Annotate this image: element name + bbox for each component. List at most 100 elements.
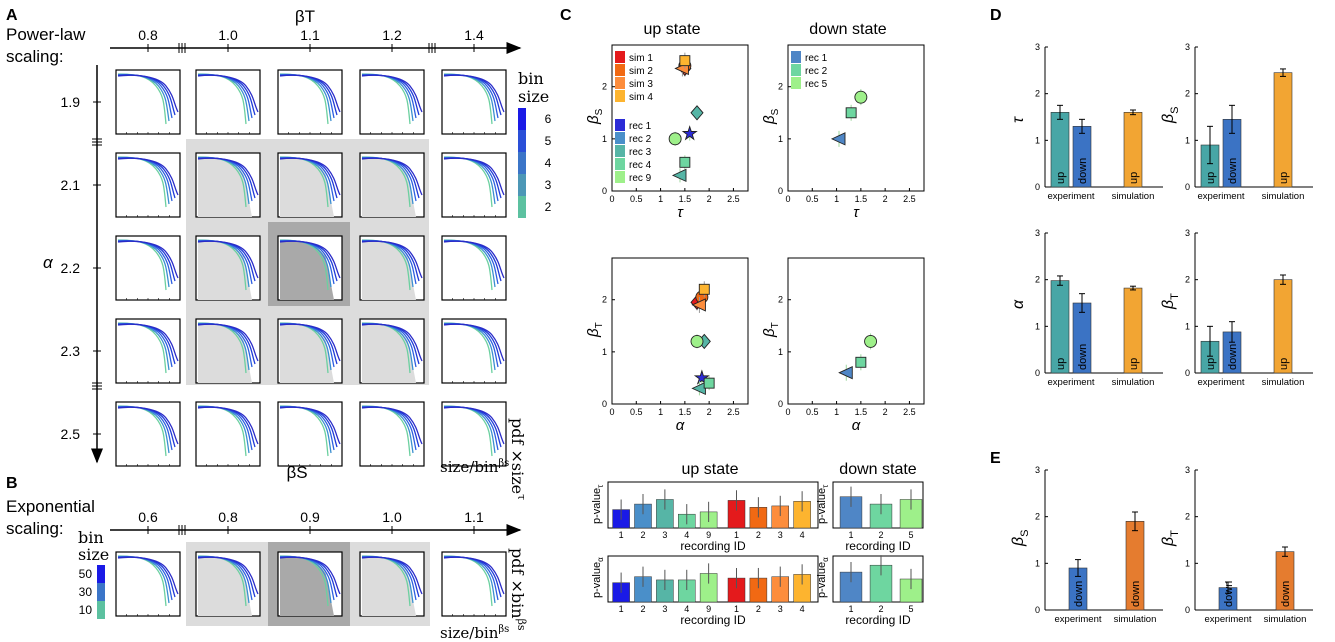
scatter-plot: 0 0.5 1 1.5 2 2.5 0 1 2 α βT xyxy=(585,257,749,434)
panel-a-top-tick-label: 0.8 xyxy=(138,27,158,43)
mini-plot-curve xyxy=(361,157,423,196)
legend-label: rec 1 xyxy=(629,121,652,132)
scatter-ylabel: βS xyxy=(585,108,605,125)
scatter-xlabel: τ xyxy=(677,204,684,221)
bar-tag: down xyxy=(1073,581,1085,607)
pdf-mini-plot xyxy=(359,318,425,384)
panel-a-left-tick-label: 2.3 xyxy=(61,343,81,359)
legend-label: rec 4 xyxy=(629,160,652,171)
ytick-label: 0 xyxy=(1185,368,1190,378)
rec-point xyxy=(830,132,846,146)
mini-plot-curve xyxy=(279,74,341,113)
pdf-mini-plot xyxy=(441,69,507,135)
bar-tick-label: 9 xyxy=(706,604,711,614)
summary-bar-chart: 0 1 2 3 βS down down experiment simulation xyxy=(1010,465,1163,625)
scatter-ylabel: βS xyxy=(761,108,781,125)
mini-plot-curve xyxy=(361,556,423,595)
bar-tick-label: 3 xyxy=(778,604,783,614)
mini-plot-curve xyxy=(361,406,423,445)
pdf-mini-plot xyxy=(277,152,343,218)
legend-label: rec 9 xyxy=(629,173,652,184)
mini-plot-curve xyxy=(117,323,179,362)
bar-tick-label: 1 xyxy=(619,530,624,540)
bar-tick-label: 2 xyxy=(756,604,761,614)
ytick-label: 2 xyxy=(1185,512,1190,522)
mini-plot-frame xyxy=(195,401,261,467)
bar-tick-label: 1 xyxy=(848,530,853,540)
bar-ylabel: p-valueα xyxy=(816,557,830,598)
scatter-xtick-label: 1.5 xyxy=(855,194,868,204)
sim-point xyxy=(691,298,706,312)
scatter-xlabel: τ xyxy=(853,204,860,221)
colorbar-segment xyxy=(518,196,526,218)
panel-label-d: D xyxy=(990,7,1002,24)
panel-a-bottom-label: βS xyxy=(286,463,307,482)
category-label: experiment xyxy=(1198,191,1245,202)
bar-xlabel: recording ID xyxy=(680,539,746,553)
pdf-mini-plot-exp xyxy=(359,551,425,617)
scatter-xtick-label: 2.5 xyxy=(727,407,740,417)
scatter-xtick-label: 1 xyxy=(834,407,839,417)
sim-point xyxy=(679,55,691,67)
rec-point xyxy=(668,132,682,146)
panel-b-top-tick-label: 1.1 xyxy=(464,509,484,525)
ytick-label: 3 xyxy=(1035,42,1040,52)
scatter-xtick-label: 0 xyxy=(609,407,614,417)
pdf-mini-plot xyxy=(441,318,507,384)
rec-point xyxy=(690,105,704,121)
bar-tag: down xyxy=(1223,581,1235,607)
panel-a-colorbar: 6 5 4 3 2 xyxy=(518,108,552,218)
scatter-ytick-label: 0 xyxy=(778,186,783,196)
bar-tick-label: 1 xyxy=(848,604,853,614)
mini-plot-curve xyxy=(279,406,341,445)
rec-point xyxy=(681,125,698,141)
mini-plot-curve xyxy=(443,74,505,113)
pvalue-bar-chart: 1 2 3 4 9 1 2 3 4 p-valueα recording ID xyxy=(591,555,819,627)
scatter-plot: 0 0.5 1 1.5 2 2.5 0 1 2 τ βS rec 1 rec 2 rec 5 xyxy=(761,44,925,221)
bar-tag: up xyxy=(1128,172,1140,184)
colorbar-tick-label: 2 xyxy=(545,200,552,214)
panel-a-xlabel: size/binβs xyxy=(440,458,509,476)
mini-plot-curve xyxy=(197,240,259,279)
panel-b-colorbar: 50 30 10 xyxy=(79,565,105,619)
ytick-label: 1 xyxy=(1035,321,1040,331)
mini-plot-curve xyxy=(279,157,341,196)
ytick-label: 1 xyxy=(1035,558,1040,568)
summary-ylabel: βS xyxy=(1160,107,1181,124)
panel-a-top-tick-label: 1.4 xyxy=(464,27,484,43)
sim-point xyxy=(698,283,710,295)
scatter-xtick-label: 1 xyxy=(658,407,663,417)
ytick-label: 3 xyxy=(1185,42,1190,52)
scatter-xtick-label: 1.5 xyxy=(855,407,868,417)
pdf-mini-plot xyxy=(115,235,181,301)
scatter-ytick-label: 2 xyxy=(602,295,607,305)
scatter-xtick-label: 0.5 xyxy=(630,194,643,204)
mini-plot-curve xyxy=(443,406,505,445)
panel-a-grid xyxy=(115,69,507,467)
ytick-label: 2 xyxy=(1035,275,1040,285)
ytick-label: 3 xyxy=(1185,228,1190,238)
pdf-mini-plot xyxy=(277,235,343,301)
panel-a-left-axis-label: α xyxy=(43,253,54,272)
panel-a-colorbar-title-1: bin xyxy=(518,69,544,88)
scatter-xtick-label: 1.5 xyxy=(679,194,692,204)
bar-tick-label: 2 xyxy=(756,530,761,540)
bar-xlabel: recording ID xyxy=(845,613,911,627)
ytick-label: 1 xyxy=(1185,321,1190,331)
pdf-mini-plot xyxy=(115,69,181,135)
rec-point xyxy=(838,366,853,380)
pdf-mini-plot xyxy=(115,318,181,384)
scatter-ytick-label: 2 xyxy=(778,82,783,92)
scatter-frame xyxy=(787,257,925,405)
panel-a-top-tick-label: 1.2 xyxy=(382,27,402,43)
scatter-plot: 0 0.5 1 1.5 2 2.5 0 1 2 τ βS sim 1 sim 2 sim 3 sim 4 re… xyxy=(585,44,749,221)
scatter-xtick-label: 1 xyxy=(834,194,839,204)
mini-plot-curve xyxy=(117,74,179,113)
scatter-ytick-label: 1 xyxy=(778,347,783,357)
c-down-title-2: down state xyxy=(839,461,916,478)
category-label: simulation xyxy=(1112,191,1155,202)
scatter-xtick-label: 0.5 xyxy=(630,407,643,417)
panel-label-a: A xyxy=(6,7,18,24)
panel-a-ylabel: pdf ×sizeτ xyxy=(508,418,528,500)
